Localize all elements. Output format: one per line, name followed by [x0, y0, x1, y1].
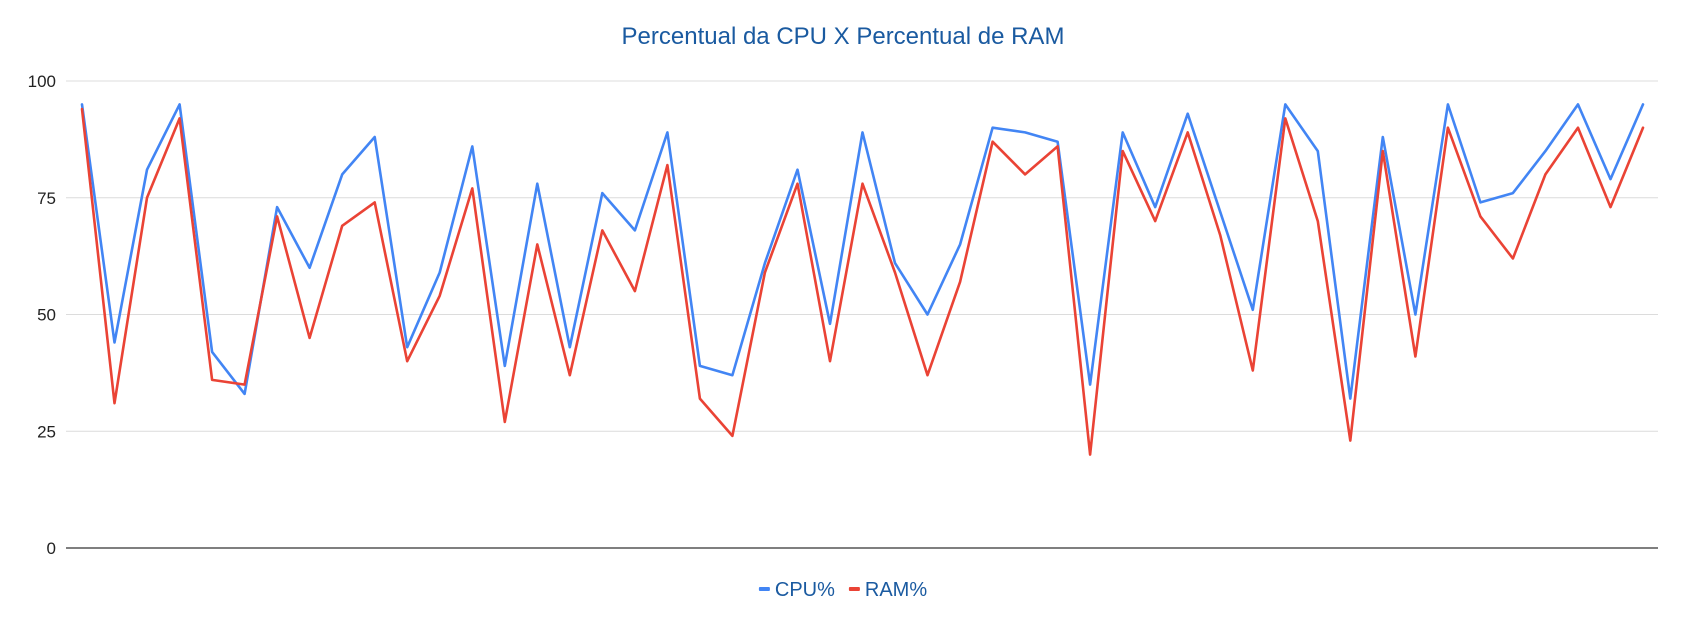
y-tick-label: 75 [37, 189, 56, 208]
series-line-ram [80, 107, 1645, 456]
series-lines [80, 103, 1645, 456]
chart-title: Percentual da CPU X Percentual de RAM [622, 23, 1065, 50]
y-tick-label: 25 [37, 422, 56, 441]
legend-swatch [758, 587, 770, 591]
y-tick-label: 50 [37, 306, 56, 325]
legend: CPU% RAM% [758, 579, 927, 601]
legend-label: CPU% [775, 579, 835, 601]
legend-item-ram: RAM% [848, 579, 927, 601]
gridlines [66, 80, 1658, 432]
y-tick-label: 0 [47, 539, 56, 558]
legend-item-cpu: CPU% [758, 579, 835, 601]
legend-label: RAM% [865, 579, 927, 601]
series-line-cpu [80, 103, 1645, 400]
legend-swatch [848, 587, 860, 591]
y-tick-label: 100 [28, 72, 56, 91]
y-axis-ticks: 0 25 50 75 100 [28, 72, 56, 558]
